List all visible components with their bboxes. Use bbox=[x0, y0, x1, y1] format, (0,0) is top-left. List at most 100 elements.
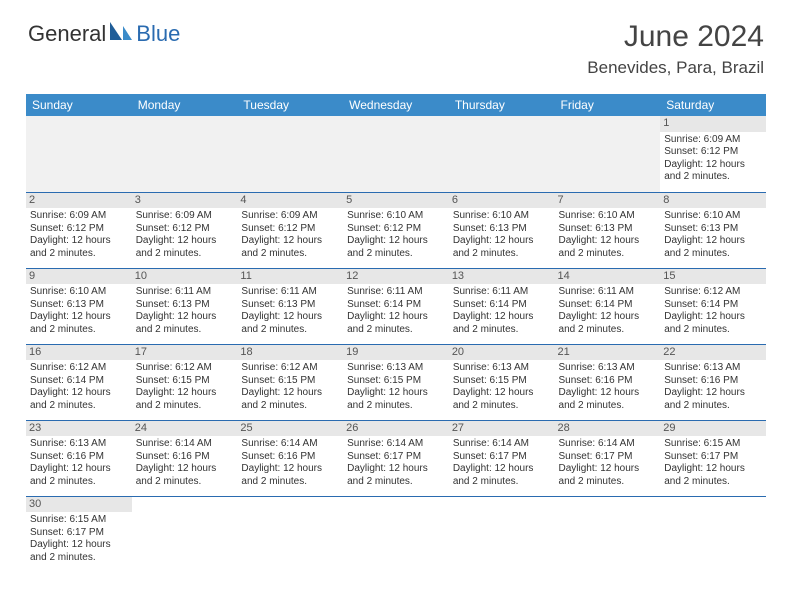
calendar-cell bbox=[26, 116, 132, 192]
weekday-header: Monday bbox=[132, 94, 238, 116]
calendar-cell: 21Sunrise: 6:13 AMSunset: 6:16 PMDayligh… bbox=[555, 344, 661, 420]
daylight-line: Daylight: 12 hours and 2 minutes. bbox=[453, 311, 551, 336]
sunset-line: Sunset: 6:14 PM bbox=[347, 299, 445, 312]
daylight-line: Daylight: 12 hours and 2 minutes. bbox=[241, 311, 339, 336]
daylight-line: Daylight: 12 hours and 2 minutes. bbox=[30, 463, 128, 488]
calendar-row: 9Sunrise: 6:10 AMSunset: 6:13 PMDaylight… bbox=[26, 268, 766, 344]
sunrise-line: Sunrise: 6:09 AM bbox=[241, 210, 339, 223]
day-number: 10 bbox=[132, 269, 238, 285]
day-number: 6 bbox=[449, 193, 555, 209]
calendar-cell: 1Sunrise: 6:09 AMSunset: 6:12 PMDaylight… bbox=[660, 116, 766, 192]
month-title: June 2024 bbox=[587, 20, 764, 54]
sunset-line: Sunset: 6:12 PM bbox=[347, 223, 445, 236]
calendar-row: 23Sunrise: 6:13 AMSunset: 6:16 PMDayligh… bbox=[26, 420, 766, 496]
calendar-cell: 13Sunrise: 6:11 AMSunset: 6:14 PMDayligh… bbox=[449, 268, 555, 344]
sunset-line: Sunset: 6:13 PM bbox=[664, 223, 762, 236]
sunset-line: Sunset: 6:12 PM bbox=[664, 146, 762, 159]
day-number: 26 bbox=[343, 421, 449, 437]
day-number: 25 bbox=[237, 421, 343, 437]
sunrise-line: Sunrise: 6:13 AM bbox=[453, 362, 551, 375]
calendar-cell: 9Sunrise: 6:10 AMSunset: 6:13 PMDaylight… bbox=[26, 268, 132, 344]
day-number: 3 bbox=[132, 193, 238, 209]
day-number: 23 bbox=[26, 421, 132, 437]
calendar-cell: 5Sunrise: 6:10 AMSunset: 6:12 PMDaylight… bbox=[343, 192, 449, 268]
sunset-line: Sunset: 6:14 PM bbox=[664, 299, 762, 312]
daylight-line: Daylight: 12 hours and 2 minutes. bbox=[241, 235, 339, 260]
calendar-body: 1Sunrise: 6:09 AMSunset: 6:12 PMDaylight… bbox=[26, 116, 766, 572]
daylight-line: Daylight: 12 hours and 2 minutes. bbox=[30, 311, 128, 336]
day-number: 24 bbox=[132, 421, 238, 437]
sunrise-line: Sunrise: 6:12 AM bbox=[664, 286, 762, 299]
calendar-cell: 18Sunrise: 6:12 AMSunset: 6:15 PMDayligh… bbox=[237, 344, 343, 420]
day-number: 5 bbox=[343, 193, 449, 209]
sunset-line: Sunset: 6:13 PM bbox=[559, 223, 657, 236]
sunset-line: Sunset: 6:13 PM bbox=[453, 223, 551, 236]
weekday-header: Friday bbox=[555, 94, 661, 116]
sunrise-line: Sunrise: 6:10 AM bbox=[347, 210, 445, 223]
header: General Blue June 2024 Benevides, Para, … bbox=[0, 0, 792, 86]
sunrise-line: Sunrise: 6:11 AM bbox=[453, 286, 551, 299]
sunrise-line: Sunrise: 6:15 AM bbox=[664, 438, 762, 451]
day-number: 1 bbox=[660, 116, 766, 132]
calendar-row: 16Sunrise: 6:12 AMSunset: 6:14 PMDayligh… bbox=[26, 344, 766, 420]
daylight-line: Daylight: 12 hours and 2 minutes. bbox=[30, 539, 128, 564]
calendar-cell: 23Sunrise: 6:13 AMSunset: 6:16 PMDayligh… bbox=[26, 420, 132, 496]
sunrise-line: Sunrise: 6:14 AM bbox=[453, 438, 551, 451]
day-number: 28 bbox=[555, 421, 661, 437]
daylight-line: Daylight: 12 hours and 2 minutes. bbox=[347, 463, 445, 488]
calendar-cell: 29Sunrise: 6:15 AMSunset: 6:17 PMDayligh… bbox=[660, 420, 766, 496]
calendar-cell: 24Sunrise: 6:14 AMSunset: 6:16 PMDayligh… bbox=[132, 420, 238, 496]
sunrise-line: Sunrise: 6:10 AM bbox=[664, 210, 762, 223]
day-number: 12 bbox=[343, 269, 449, 285]
daylight-line: Daylight: 12 hours and 2 minutes. bbox=[347, 311, 445, 336]
sunset-line: Sunset: 6:14 PM bbox=[30, 375, 128, 388]
sunrise-line: Sunrise: 6:11 AM bbox=[241, 286, 339, 299]
daylight-line: Daylight: 12 hours and 2 minutes. bbox=[559, 235, 657, 260]
calendar-cell bbox=[449, 116, 555, 192]
daylight-line: Daylight: 12 hours and 2 minutes. bbox=[559, 387, 657, 412]
calendar-cell bbox=[237, 496, 343, 572]
daylight-line: Daylight: 12 hours and 2 minutes. bbox=[559, 463, 657, 488]
daylight-line: Daylight: 12 hours and 2 minutes. bbox=[559, 311, 657, 336]
calendar-cell: 17Sunrise: 6:12 AMSunset: 6:15 PMDayligh… bbox=[132, 344, 238, 420]
sunrise-line: Sunrise: 6:15 AM bbox=[30, 514, 128, 527]
calendar-cell: 16Sunrise: 6:12 AMSunset: 6:14 PMDayligh… bbox=[26, 344, 132, 420]
daylight-line: Daylight: 12 hours and 2 minutes. bbox=[136, 387, 234, 412]
sunrise-line: Sunrise: 6:12 AM bbox=[136, 362, 234, 375]
calendar-cell: 8Sunrise: 6:10 AMSunset: 6:13 PMDaylight… bbox=[660, 192, 766, 268]
day-number: 4 bbox=[237, 193, 343, 209]
location: Benevides, Para, Brazil bbox=[587, 58, 764, 78]
day-number: 17 bbox=[132, 345, 238, 361]
day-number: 22 bbox=[660, 345, 766, 361]
sunrise-line: Sunrise: 6:14 AM bbox=[559, 438, 657, 451]
weekday-header: Wednesday bbox=[343, 94, 449, 116]
calendar-cell bbox=[343, 496, 449, 572]
calendar-cell: 19Sunrise: 6:13 AMSunset: 6:15 PMDayligh… bbox=[343, 344, 449, 420]
sunrise-line: Sunrise: 6:09 AM bbox=[136, 210, 234, 223]
sail-icon bbox=[108, 20, 134, 47]
sunrise-line: Sunrise: 6:14 AM bbox=[241, 438, 339, 451]
sunrise-line: Sunrise: 6:14 AM bbox=[347, 438, 445, 451]
sunset-line: Sunset: 6:15 PM bbox=[241, 375, 339, 388]
logo-text-general: General bbox=[28, 21, 106, 47]
daylight-line: Daylight: 12 hours and 2 minutes. bbox=[664, 311, 762, 336]
calendar-cell: 25Sunrise: 6:14 AMSunset: 6:16 PMDayligh… bbox=[237, 420, 343, 496]
daylight-line: Daylight: 12 hours and 2 minutes. bbox=[241, 463, 339, 488]
sunrise-line: Sunrise: 6:12 AM bbox=[30, 362, 128, 375]
logo-text-blue: Blue bbox=[136, 21, 180, 47]
day-number: 14 bbox=[555, 269, 661, 285]
calendar-cell: 6Sunrise: 6:10 AMSunset: 6:13 PMDaylight… bbox=[449, 192, 555, 268]
daylight-line: Daylight: 12 hours and 2 minutes. bbox=[136, 311, 234, 336]
daylight-line: Daylight: 12 hours and 2 minutes. bbox=[136, 463, 234, 488]
daylight-line: Daylight: 12 hours and 2 minutes. bbox=[30, 235, 128, 260]
sunset-line: Sunset: 6:15 PM bbox=[453, 375, 551, 388]
sunset-line: Sunset: 6:16 PM bbox=[559, 375, 657, 388]
calendar-cell: 15Sunrise: 6:12 AMSunset: 6:14 PMDayligh… bbox=[660, 268, 766, 344]
sunset-line: Sunset: 6:15 PM bbox=[136, 375, 234, 388]
calendar-cell: 3Sunrise: 6:09 AMSunset: 6:12 PMDaylight… bbox=[132, 192, 238, 268]
sunset-line: Sunset: 6:14 PM bbox=[453, 299, 551, 312]
weekday-header: Tuesday bbox=[237, 94, 343, 116]
sunrise-line: Sunrise: 6:10 AM bbox=[559, 210, 657, 223]
day-number: 13 bbox=[449, 269, 555, 285]
daylight-line: Daylight: 12 hours and 2 minutes. bbox=[664, 159, 762, 184]
